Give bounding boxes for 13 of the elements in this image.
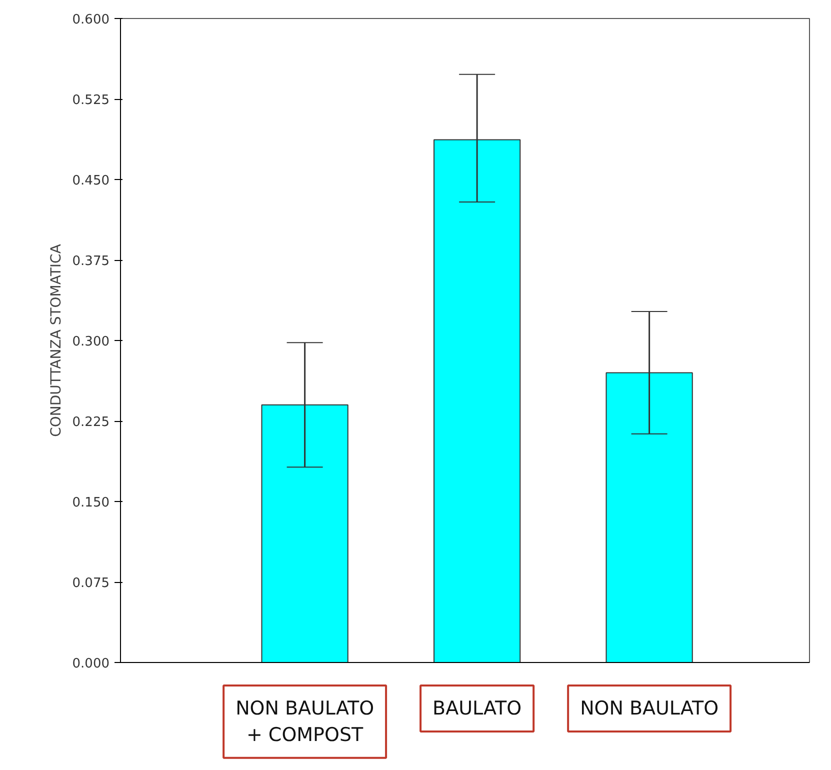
x-tick-label: NON BAULATO + COMPOST [236, 698, 374, 746]
y-tick-label: 0.150 [72, 496, 110, 510]
y-tick-label: 0.075 [72, 576, 110, 591]
y-tick-label: 0.450 [72, 174, 110, 188]
y-tick-label: 0.000 [72, 656, 110, 672]
y-tick-label: 0.525 [72, 93, 110, 108]
y-tick-label: 0.225 [72, 415, 110, 430]
x-tick-label: BAULATO [432, 698, 522, 720]
y-tick-label: 0.300 [72, 334, 110, 350]
y-tick-label: 0.375 [72, 254, 110, 269]
x-tick-label: NON BAULATO [580, 698, 719, 720]
y-axis-title: CONDUTTANZA STOMATICA [48, 244, 64, 437]
y-tick-label: 0.600 [72, 12, 110, 28]
